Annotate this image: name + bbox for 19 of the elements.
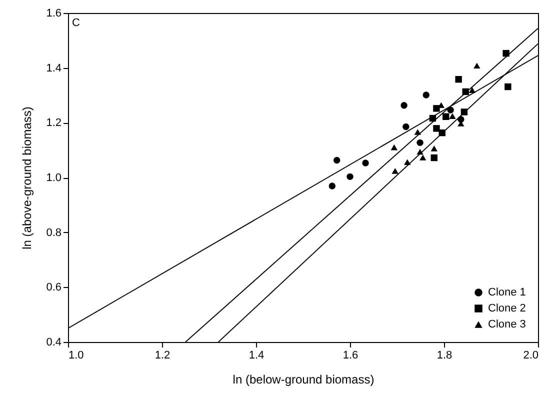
y-tick-label: 1.4 xyxy=(46,62,62,74)
legend-label: Clone 3 xyxy=(488,318,526,330)
y-tick-label: 1.0 xyxy=(46,172,62,184)
x-axis-title: ln (below-ground biomass) xyxy=(232,372,374,386)
x-tick-label: 2.0 xyxy=(523,350,538,362)
x-tick-label: 1.2 xyxy=(154,350,170,362)
y-axis-title: ln (above-ground biomass) xyxy=(20,106,34,250)
x-tick-label: 1.6 xyxy=(342,350,358,362)
legend-label: Clone 2 xyxy=(488,302,526,314)
x-tick-label: 1.4 xyxy=(248,350,264,362)
y-tick-label: 0.8 xyxy=(46,226,62,239)
y-tick-label: 0.6 xyxy=(46,282,62,294)
x-tick-label: 1.8 xyxy=(436,350,452,362)
x-tick-label: 1.0 xyxy=(68,350,84,362)
y-tick-label: 1.6 xyxy=(46,8,62,20)
legend-label: Clone 1 xyxy=(488,286,526,298)
y-tick-label: 1.2 xyxy=(46,117,62,130)
annotation: C xyxy=(72,17,80,29)
y-tick-label: 0.4 xyxy=(46,336,62,348)
